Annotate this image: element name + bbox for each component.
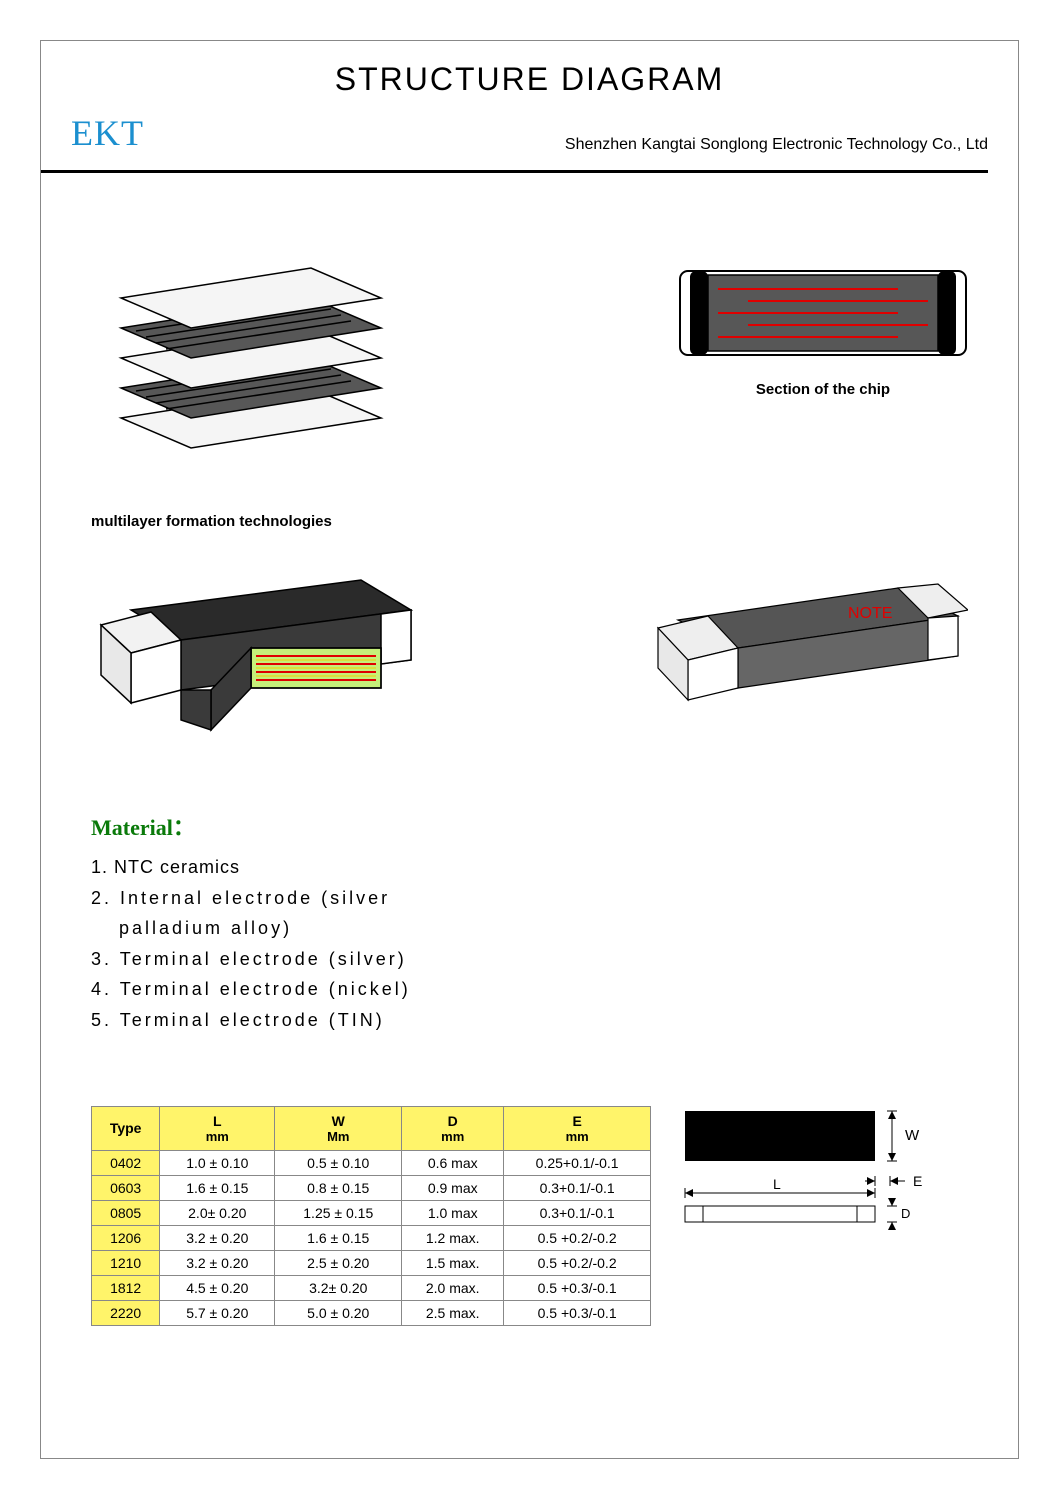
page-frame: STRUCTURE DIAGRAM EKT Shenzhen Kangtai S… (40, 40, 1019, 1459)
multilayer-caption: multilayer formation technologies (91, 513, 332, 530)
material-item: 3. Terminal electrode (silver) (91, 944, 968, 975)
table-cell: 0603 (92, 1175, 160, 1200)
table-row: 04021.0 ± 0.100.5 ± 0.100.6 max0.25+0.1/… (92, 1150, 651, 1175)
material-item: 1. NTC ceramics (91, 852, 968, 883)
table-cell: 5.0 ± 0.20 (275, 1300, 402, 1325)
table-cell: 3.2± 0.20 (275, 1275, 402, 1300)
table-cell: 1812 (92, 1275, 160, 1300)
col-type: Type (92, 1106, 160, 1150)
table-cell: 0.6 max (402, 1150, 504, 1175)
table-row: 08052.0± 0.201.25 ± 0.151.0 max0.3+0.1/-… (92, 1200, 651, 1225)
table-cell: 0.3+0.1/-0.1 (504, 1175, 651, 1200)
section-svg (678, 263, 968, 363)
material-item: 2. Internal electrode (silver (91, 883, 968, 914)
table-cell: 0.5 ± 0.10 (275, 1150, 402, 1175)
table-cell: 1210 (92, 1250, 160, 1275)
svg-text:D: D (901, 1206, 910, 1221)
note-label: NOTE (848, 605, 892, 622)
multilayer-figure: multilayer formation technologies (91, 263, 391, 530)
table-cell: 0.9 max (402, 1175, 504, 1200)
material-list: 1. NTC ceramics 2. Internal electrode (s… (91, 852, 968, 1036)
header-row: EKT Shenzhen Kangtai Songlong Electronic… (71, 112, 988, 160)
material-heading: Material： (91, 810, 968, 842)
dimension-diagram: W E L (665, 1106, 965, 1246)
material-item: 5. Terminal electrode (TIN) (91, 1005, 968, 1036)
section-figure: Section of the chip (678, 263, 968, 530)
table-row: 12063.2 ± 0.201.6 ± 0.151.2 max.0.5 +0.2… (92, 1225, 651, 1250)
table-cell: 1206 (92, 1225, 160, 1250)
svg-text:L: L (773, 1176, 781, 1192)
logo-text: EKT (71, 112, 144, 154)
table-cell: 2.5 ± 0.20 (275, 1250, 402, 1275)
table-cell: 0.3+0.1/-0.1 (504, 1200, 651, 1225)
table-cell: 3.2 ± 0.20 (160, 1250, 275, 1275)
material-item: 4. Terminal electrode (nickel) (91, 974, 968, 1005)
table-cell: 0.5 +0.3/-0.1 (504, 1300, 651, 1325)
table-cell: 2220 (92, 1300, 160, 1325)
material-item: palladium alloy) (119, 913, 968, 944)
table-cell: 1.5 max. (402, 1250, 504, 1275)
figure-row-1: multilayer formation technologies (91, 263, 968, 530)
table-cell: 2.0 max. (402, 1275, 504, 1300)
table-cell: 0.25+0.1/-0.1 (504, 1150, 651, 1175)
col-d: Dmm (402, 1106, 504, 1150)
material-section: Material： 1. NTC ceramics 2. Internal el… (91, 810, 968, 1036)
table-row: 22205.7 ± 0.205.0 ± 0.202.5 max.0.5 +0.3… (92, 1300, 651, 1325)
table-row: 12103.2 ± 0.202.5 ± 0.201.5 max.0.5 +0.2… (92, 1250, 651, 1275)
table-cell: 0.8 ± 0.15 (275, 1175, 402, 1200)
col-e: Emm (504, 1106, 651, 1150)
table-cell: 0805 (92, 1200, 160, 1225)
chip-3d-figure: NOTE (648, 570, 968, 740)
table-cell: 0.5 +0.2/-0.2 (504, 1250, 651, 1275)
table-row: 18124.5 ± 0.203.2± 0.202.0 max.0.5 +0.3/… (92, 1275, 651, 1300)
svg-text:E: E (913, 1173, 922, 1189)
content: multilayer formation technologies (41, 173, 1018, 1346)
figure-row-2: NOTE (91, 570, 968, 740)
header: STRUCTURE DIAGRAM EKT Shenzhen Kangtai S… (41, 41, 1018, 170)
table-cell: 2.5 max. (402, 1300, 504, 1325)
table-cell: 1.2 max. (402, 1225, 504, 1250)
col-l: Lmm (160, 1106, 275, 1150)
multilayer-svg (91, 263, 391, 453)
spec-table: Type Lmm WMm Dmm Emm 04021.0 ± 0.100.5 ±… (91, 1106, 651, 1326)
section-caption: Section of the chip (756, 381, 890, 398)
table-cell: 2.0± 0.20 (160, 1200, 275, 1225)
table-cell: 3.2 ± 0.20 (160, 1225, 275, 1250)
svg-text:W: W (905, 1127, 920, 1144)
cutaway-svg (91, 570, 421, 740)
table-header-row: Type Lmm WMm Dmm Emm (92, 1106, 651, 1150)
table-cell: 5.7 ± 0.20 (160, 1300, 275, 1325)
chip-3d-svg: NOTE (648, 570, 968, 710)
cutaway-figure (91, 570, 421, 740)
table-cell: 4.5 ± 0.20 (160, 1275, 275, 1300)
table-cell: 0.5 +0.3/-0.1 (504, 1275, 651, 1300)
table-cell: 1.0 ± 0.10 (160, 1150, 275, 1175)
company-name: Shenzhen Kangtai Songlong Electronic Tec… (565, 136, 988, 154)
page-title: STRUCTURE DIAGRAM (71, 61, 988, 98)
table-cell: 0402 (92, 1150, 160, 1175)
table-cell: 1.6 ± 0.15 (275, 1225, 402, 1250)
table-cell: 1.6 ± 0.15 (160, 1175, 275, 1200)
table-area: Type Lmm WMm Dmm Emm 04021.0 ± 0.100.5 ±… (91, 1106, 968, 1326)
table-cell: 0.5 +0.2/-0.2 (504, 1225, 651, 1250)
table-cell: 1.25 ± 0.15 (275, 1200, 402, 1225)
col-w: WMm (275, 1106, 402, 1150)
table-cell: 1.0 max (402, 1200, 504, 1225)
table-row: 06031.6 ± 0.150.8 ± 0.150.9 max0.3+0.1/-… (92, 1175, 651, 1200)
